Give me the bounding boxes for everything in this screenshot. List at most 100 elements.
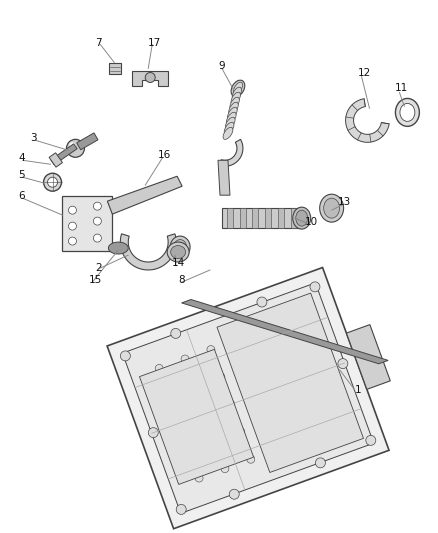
Circle shape [258,327,267,335]
Polygon shape [51,144,77,165]
Circle shape [207,345,215,353]
Bar [63,196,112,251]
Ellipse shape [170,236,190,258]
Polygon shape [346,99,389,142]
Polygon shape [219,139,243,166]
Polygon shape [346,325,390,390]
Polygon shape [49,153,63,167]
Circle shape [336,392,344,400]
Polygon shape [120,234,176,270]
Circle shape [68,206,77,214]
Polygon shape [109,242,128,254]
Text: 12: 12 [357,68,371,77]
Text: 4: 4 [19,154,25,163]
Polygon shape [107,176,182,214]
Polygon shape [77,133,98,150]
Circle shape [211,437,219,445]
Circle shape [191,382,199,390]
Bar [278,208,284,228]
Circle shape [181,355,189,363]
Circle shape [314,400,322,408]
Text: 8: 8 [178,275,185,285]
Bar [227,208,233,228]
Circle shape [155,365,163,373]
Ellipse shape [225,117,235,130]
Bar [265,208,271,228]
Text: 15: 15 [88,275,102,285]
Circle shape [289,409,297,417]
Polygon shape [218,160,230,195]
Bar [222,208,302,228]
Polygon shape [132,70,168,86]
Circle shape [70,142,75,148]
Circle shape [237,428,245,436]
Text: 10: 10 [305,217,318,227]
Polygon shape [139,349,254,484]
Circle shape [145,72,155,83]
Circle shape [366,435,376,446]
Ellipse shape [230,97,239,110]
Circle shape [68,237,77,245]
Ellipse shape [229,102,238,115]
Circle shape [43,173,61,191]
Ellipse shape [224,122,234,134]
Circle shape [120,351,131,361]
Bar [252,208,258,228]
Text: 5: 5 [19,170,25,180]
Circle shape [185,447,193,455]
Polygon shape [123,283,374,513]
Circle shape [272,446,281,454]
Circle shape [315,458,325,468]
Circle shape [279,382,286,390]
Ellipse shape [296,210,308,226]
Text: 9: 9 [218,61,225,70]
Circle shape [233,336,241,344]
Circle shape [67,139,85,157]
Circle shape [306,310,314,318]
Ellipse shape [320,194,343,222]
Circle shape [325,427,332,435]
Circle shape [201,410,209,418]
Circle shape [284,317,293,325]
Circle shape [176,504,186,514]
Ellipse shape [233,82,243,95]
Circle shape [310,282,320,292]
Circle shape [165,392,173,400]
Ellipse shape [400,103,415,122]
Circle shape [253,391,261,399]
Ellipse shape [167,242,189,262]
Polygon shape [107,268,389,529]
Bar [240,208,246,228]
Circle shape [48,177,57,187]
Polygon shape [182,300,388,364]
Text: 11: 11 [395,84,408,93]
Circle shape [175,419,183,427]
Circle shape [217,373,225,381]
Text: 3: 3 [31,133,37,143]
Circle shape [195,474,203,482]
Text: 17: 17 [148,38,162,47]
Circle shape [227,400,235,408]
Circle shape [221,465,229,473]
Text: 7: 7 [95,38,102,47]
Circle shape [294,345,302,353]
Circle shape [304,372,312,380]
Ellipse shape [228,107,237,119]
Bar [291,208,297,228]
Ellipse shape [324,198,339,218]
Ellipse shape [232,87,241,100]
Ellipse shape [396,99,419,126]
Circle shape [93,234,101,242]
Text: 1: 1 [355,385,361,394]
Circle shape [263,418,271,426]
Text: 6: 6 [19,191,25,201]
Circle shape [171,328,181,338]
Text: 13: 13 [338,197,351,207]
Circle shape [93,217,101,225]
Circle shape [257,297,267,307]
Circle shape [299,437,307,445]
Circle shape [338,359,348,369]
Circle shape [243,364,251,372]
Circle shape [326,365,334,373]
Ellipse shape [223,127,233,140]
